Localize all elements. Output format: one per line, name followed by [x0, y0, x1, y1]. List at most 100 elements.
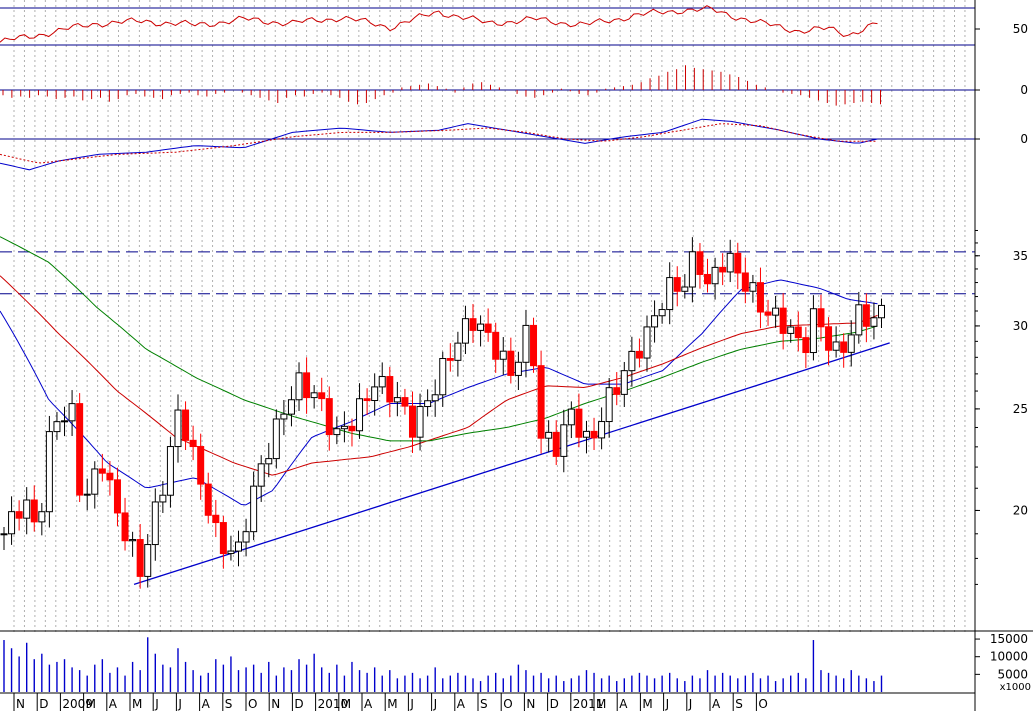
candlestick — [197, 433, 205, 500]
candlestick — [446, 343, 454, 372]
candle-body — [492, 331, 500, 360]
x-tick-label: 2009 — [62, 697, 93, 711]
candlestick — [182, 401, 190, 450]
candle-body — [560, 424, 568, 457]
candlestick — [393, 381, 401, 417]
candle-body — [287, 399, 295, 415]
candlestick — [514, 351, 522, 390]
candlestick — [136, 523, 144, 589]
candlestick — [159, 481, 167, 513]
candle-body — [272, 418, 280, 460]
candlestick — [658, 302, 666, 324]
candlestick — [15, 500, 23, 531]
x-tick-label: A — [457, 697, 466, 711]
candle-body — [295, 372, 303, 401]
candlestick — [113, 467, 121, 527]
candlestick — [734, 242, 742, 290]
candle-body — [666, 277, 674, 311]
candle-body — [318, 392, 326, 400]
candlestick — [318, 377, 326, 412]
momentum-panel — [0, 65, 975, 106]
macd-panel — [0, 118, 975, 171]
candlestick — [129, 531, 137, 557]
candlestick — [741, 257, 749, 304]
x-tick-label: O — [758, 697, 767, 711]
candle-body — [227, 550, 235, 555]
candle-body — [424, 400, 432, 408]
candlestick — [764, 299, 772, 326]
candle-body — [408, 405, 416, 438]
candle-body — [484, 323, 492, 333]
candle-body — [38, 511, 46, 523]
candle-body — [673, 277, 681, 292]
candle-body — [219, 522, 227, 555]
candle-body — [144, 544, 152, 577]
candlestick — [8, 496, 16, 545]
x-tick-label: M — [86, 697, 96, 711]
candlestick — [166, 436, 174, 508]
x-tick-label: J — [688, 697, 693, 711]
candle-body — [378, 376, 386, 388]
candle-body — [787, 326, 795, 334]
x-tick-label: M — [341, 697, 351, 711]
x-tick-label: M — [596, 697, 606, 711]
candle-body — [182, 409, 190, 441]
candlestick — [552, 420, 560, 466]
candlestick — [862, 293, 870, 343]
candle-body — [825, 326, 833, 351]
candle-body — [61, 420, 69, 423]
candle-body — [809, 308, 817, 354]
candle-body — [734, 252, 742, 274]
candlestick — [635, 338, 643, 368]
candle-body — [545, 431, 553, 439]
x-tick-label: D — [294, 697, 303, 711]
candle-body — [91, 468, 99, 495]
candle-body — [628, 350, 636, 372]
candlestick — [424, 389, 432, 417]
candlestick — [582, 420, 590, 454]
candle-body — [704, 273, 712, 285]
candle-body — [779, 307, 787, 334]
candle-body — [393, 397, 401, 403]
candlestick — [121, 497, 129, 551]
candle-body — [499, 350, 507, 360]
x-tick-label: J — [433, 697, 438, 711]
candlestick — [855, 291, 863, 344]
candle-body — [83, 493, 91, 496]
x-tick-label: S — [225, 697, 233, 711]
x-tick-label: M — [642, 697, 652, 711]
candle-body — [522, 324, 530, 363]
candlestick — [666, 262, 674, 325]
candle-body — [643, 326, 651, 359]
candle-body — [651, 315, 659, 328]
candle-body — [794, 326, 802, 339]
candle-body — [333, 428, 341, 436]
candle-body — [356, 398, 364, 432]
candle-body — [371, 386, 379, 402]
candle-body — [552, 431, 560, 457]
candlestick — [242, 518, 250, 557]
candle-body — [582, 430, 590, 438]
volume-axis-5000-label: 5000 — [997, 667, 1028, 681]
candlestick — [174, 394, 182, 463]
candlestick — [469, 304, 477, 343]
candlestick — [545, 420, 553, 453]
candle-body — [605, 387, 613, 423]
candle-body — [235, 541, 243, 552]
candle-body — [537, 365, 545, 439]
candle-body — [832, 341, 840, 351]
candlestick — [711, 257, 719, 300]
candlestick — [235, 530, 243, 567]
candlestick — [870, 302, 878, 340]
candle-body — [802, 337, 810, 354]
rsi-panel — [0, 5, 975, 46]
candle-body — [45, 431, 53, 513]
candle-body — [772, 307, 780, 316]
candle-body — [696, 251, 704, 275]
price-panel — [0, 236, 975, 589]
candlestick — [530, 317, 538, 373]
candle-body — [764, 311, 772, 316]
